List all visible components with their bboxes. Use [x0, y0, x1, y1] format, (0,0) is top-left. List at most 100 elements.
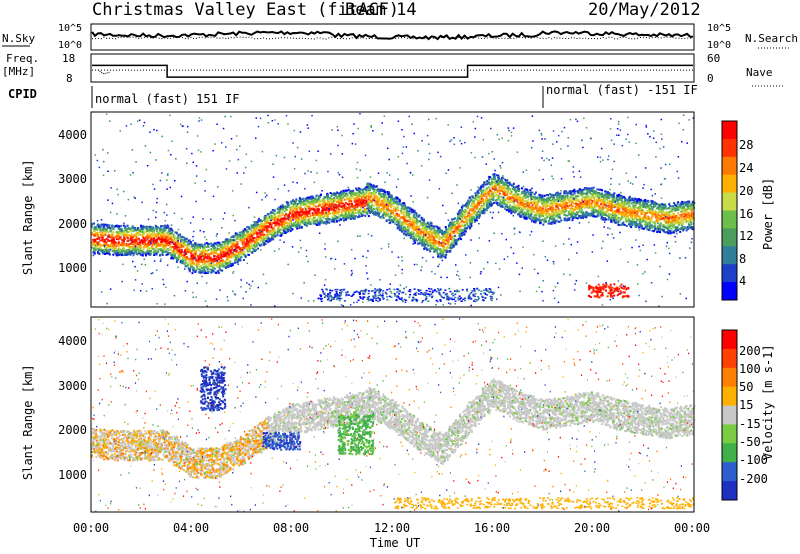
power-echo-point — [107, 252, 110, 255]
power-echo-point — [197, 262, 200, 265]
power-echo-point — [215, 242, 217, 245]
power-echo-point — [412, 232, 415, 235]
power-echo-point — [468, 218, 471, 221]
power-echo-point — [319, 217, 322, 220]
power-echo-point — [212, 269, 215, 272]
power-echo-point — [160, 235, 163, 237]
power-echo-point — [334, 214, 337, 217]
power-echo-point — [135, 229, 138, 232]
cpid-label: CPID — [8, 87, 37, 101]
power-echo-point — [388, 194, 391, 197]
power-echo-point — [406, 223, 408, 226]
power-echo-point — [146, 247, 149, 250]
power-echo-point — [362, 200, 365, 203]
power-echo-point — [362, 211, 365, 214]
power-echo-point — [212, 258, 215, 261]
power-echo-point — [278, 230, 281, 233]
power-echo-point — [204, 256, 207, 258]
power-echo-point — [458, 229, 461, 232]
power-echo-point — [292, 203, 295, 206]
power-echo-point — [224, 239, 227, 242]
power-echo-point — [450, 238, 452, 240]
power-echo-point — [204, 261, 207, 264]
power-echo-point — [219, 247, 222, 250]
power-echo-point — [313, 204, 316, 207]
power-echo-point — [438, 242, 441, 245]
power-echo-point — [224, 244, 227, 247]
power-echo-point — [443, 240, 446, 243]
power-echo-point — [431, 247, 434, 250]
power-echo-point — [172, 236, 175, 239]
power-echo-point — [422, 222, 424, 225]
power-echo-point — [355, 202, 358, 205]
power-echo-point — [367, 201, 370, 204]
power-echo-point — [226, 239, 228, 242]
power-echo-point — [460, 232, 463, 234]
power-echo-point — [261, 225, 263, 228]
power-echo-point — [172, 251, 175, 254]
power-echo-point — [454, 241, 457, 244]
power-echo-point — [449, 228, 452, 231]
power-echo-point — [298, 227, 301, 229]
power-echo-point — [111, 250, 114, 253]
power-echo-point — [366, 207, 369, 210]
power-echo-point — [273, 219, 276, 221]
power-echo-point — [452, 245, 455, 248]
power-echo-point — [191, 263, 194, 266]
power-echo-point — [360, 199, 362, 202]
power-echo-point — [328, 201, 330, 204]
power-echo-point — [384, 200, 387, 203]
power-echo-point — [356, 189, 358, 192]
power-echo-point — [92, 239, 95, 242]
power-echo-point — [212, 251, 215, 254]
power-echo-point — [379, 194, 382, 197]
power-echo-point — [379, 197, 382, 199]
power-echo-point — [128, 249, 131, 252]
power-echo-point — [228, 256, 231, 259]
power-echo-point — [211, 267, 214, 270]
power-echo-point — [116, 225, 119, 228]
power-echo-point — [462, 211, 465, 214]
power-echo-point — [282, 208, 284, 211]
power-echo-point — [236, 246, 239, 249]
power-echo-point — [312, 199, 314, 202]
power-echo-point — [276, 231, 279, 234]
power-echo-point — [107, 231, 110, 233]
noise-left-tick-bottom: 10^0 — [58, 40, 82, 51]
power-echo-point — [94, 240, 97, 243]
power-echo-point — [470, 216, 473, 219]
power-echo-point — [439, 237, 442, 240]
power-echo-point — [364, 214, 367, 217]
power-echo-point — [503, 183, 506, 186]
power-echo-point — [469, 227, 471, 230]
power-echo-point — [492, 186, 495, 188]
power-echo-point — [480, 195, 483, 198]
power-echo-point — [243, 250, 246, 253]
power-echo-point — [143, 226, 146, 229]
power-echo-point — [186, 265, 189, 268]
power-echo-point — [387, 202, 390, 205]
power-echo-point — [311, 212, 314, 215]
power-echo-point — [112, 239, 115, 242]
power-echo-point — [387, 208, 390, 211]
power-echo-point — [338, 208, 341, 211]
power-echo-point — [241, 252, 244, 255]
power-echo-point — [437, 255, 440, 258]
power-echo-point — [137, 250, 140, 253]
power-echo-point — [258, 231, 261, 234]
power-echo-point — [353, 200, 356, 203]
power-echo-point — [466, 206, 469, 209]
power-echo-point — [248, 237, 251, 240]
power-echo-point — [397, 215, 400, 218]
power-echo-point — [189, 258, 192, 261]
power-echo-point — [441, 245, 444, 247]
power-echo-point — [449, 224, 452, 227]
power-echo-point — [390, 218, 393, 221]
power-echo-point — [419, 239, 422, 242]
power-echo-point — [111, 233, 114, 236]
power-echo-point — [154, 241, 156, 244]
power-echo-point — [323, 203, 326, 205]
power-echo-point — [116, 235, 119, 237]
power-echo-point — [202, 248, 205, 251]
power-echo-point — [220, 259, 223, 262]
